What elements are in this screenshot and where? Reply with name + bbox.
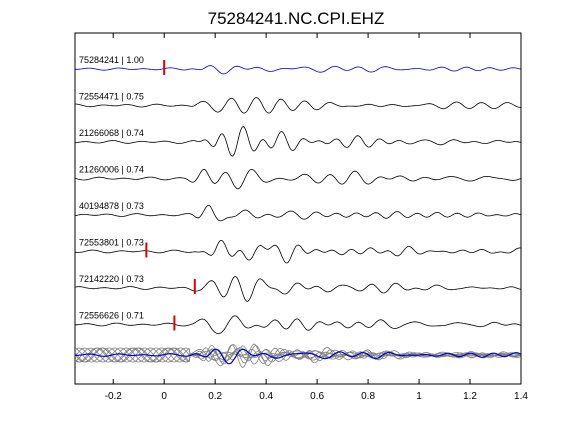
x-tick-label: -0.2 <box>105 391 123 402</box>
x-axis: -0.2 0 0.2 0.4 0.6 0.8 1 1.2 1.4 <box>105 33 528 402</box>
trace-label: 21266068 | 0.74 <box>79 128 144 138</box>
x-tick-label: 0.2 <box>208 391 222 402</box>
chart-title: 75284241.NC.CPI.EHZ <box>208 9 385 28</box>
x-tick-label: 0.6 <box>310 391 324 402</box>
x-tick-label: 0.4 <box>259 391 273 402</box>
stack-panel <box>74 343 521 368</box>
trace-label: 21260006 | 0.74 <box>79 165 144 175</box>
traces: 75284241 | 1.00 72554471 | 0.75 21266068 |… <box>74 55 521 335</box>
trace-label: 72556626 | 0.71 <box>79 311 144 321</box>
trace-line <box>75 126 521 157</box>
trace-line <box>74 239 521 264</box>
trace-line <box>75 97 521 114</box>
trace-label: 72554471 | 0.75 <box>79 92 144 102</box>
trace-label: 72142220 | 0.73 <box>79 274 144 284</box>
stack-overlay-line <box>74 347 521 363</box>
plot-frame <box>74 32 522 385</box>
stack-reference-line <box>74 348 521 365</box>
trace-line <box>74 276 521 302</box>
trace-label: 72553801 | 0.73 <box>79 238 144 248</box>
x-tick-label: 0.8 <box>361 391 375 402</box>
stack-overlay-line <box>74 343 521 368</box>
trace-label: 40194878 | 0.73 <box>79 201 144 211</box>
trace-line <box>74 168 521 190</box>
x-tick-label: 0 <box>161 391 167 402</box>
trace-line <box>75 65 521 75</box>
trace-line <box>74 204 521 222</box>
trace-label: 75284241 | 1.00 <box>79 55 144 65</box>
x-tick-label: 1 <box>416 391 422 402</box>
trace-line <box>75 315 521 335</box>
x-tick-label: 1.2 <box>463 391 477 402</box>
stack-overlay-line <box>74 347 521 363</box>
x-tick-label: 1.4 <box>514 391 528 402</box>
